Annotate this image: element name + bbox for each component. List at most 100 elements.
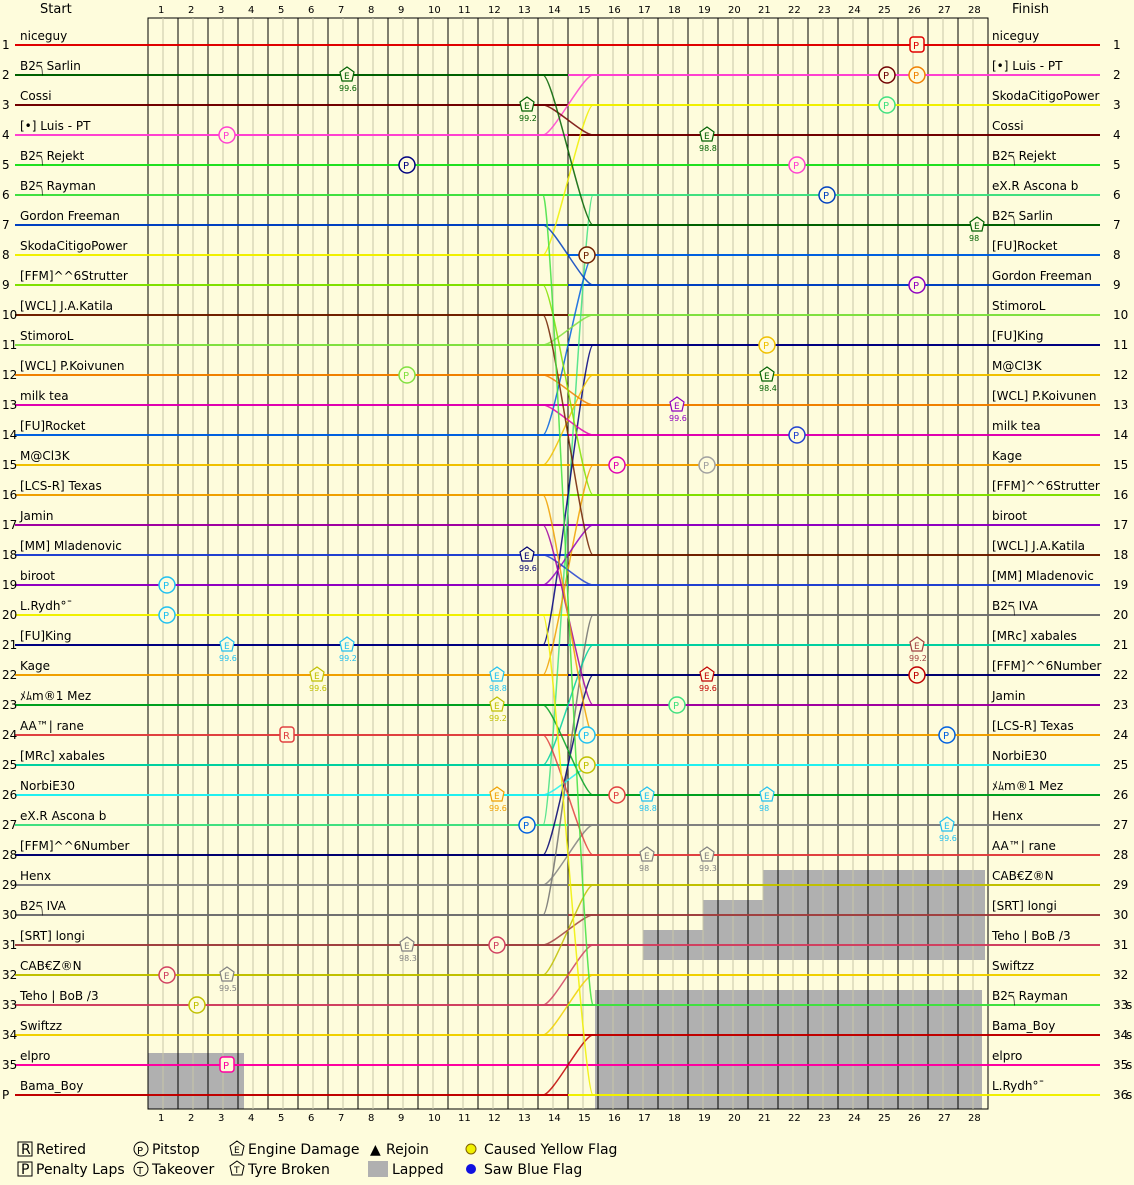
finish-driver-name: Teho | BoB /3 [991,929,1071,943]
finish-position-label: 5 [1113,158,1121,172]
legend-symbol: T [233,1166,240,1176]
event-markers: P E 99.6 P P E 99.2 P P E 98.8 P P P E 98 P P P P E 98.4 E 99.6… [158,36,985,1073]
finish-position-label: 16 [1113,488,1128,502]
legend-box-symbol [17,1141,33,1157]
pitstop-marker-letter: P [793,431,799,442]
finish-driver-name: B2ད IVA [992,599,1039,616]
finish-driver-name: Bama_Boy [992,1019,1055,1033]
engine-damage-marker [339,66,355,82]
start-driver-name: Henx [20,869,51,883]
penalty-marker-letter: P [913,41,919,52]
start-header: Start [40,2,72,17]
engine-damage-marker [489,696,505,712]
finish-driver-name: M@Cl3K [992,359,1043,373]
finish-position-label: 30 [1113,908,1128,922]
start-driver-name: Kage [20,659,50,673]
penalty-marker [909,36,925,53]
engine-damage-value: 98.3 [399,954,417,963]
position-change [542,644,594,766]
finish-driver-name: Swiftzz [992,959,1034,973]
pitstop-marker [578,726,596,744]
pitstop-marker [668,696,686,714]
lap-tick-label: 26 [908,5,921,16]
lap-tick-label: 20 [728,5,741,16]
finish-position-label: 12 [1113,368,1128,382]
engine-damage-letter: E [494,672,500,682]
engine-damage-letter: E [914,642,920,652]
engine-damage-marker [939,816,955,832]
start-driver-name: [WCL] J.A.Katila [20,299,113,313]
finish-driver-name: B2ད Sarlin [992,209,1053,226]
lap-tick-label: 13 [518,5,531,16]
pitstop-marker [578,756,596,774]
pitstop-marker-letter: P [403,161,409,172]
legend-item: R Retired [17,1141,86,1158]
engine-damage-letter: E [314,672,320,682]
position-change [542,674,594,856]
start-position-label: 5 [2,158,10,172]
engine-damage-marker [639,846,655,862]
legend-label: Pitstop [152,1142,200,1158]
start-driver-name: [MRc] xabales [20,749,105,763]
legend-item: P Penalty Laps [17,1161,125,1178]
engine-damage-letter: E [224,642,230,652]
pitstop-marker-letter: P [703,461,709,472]
engine-damage-marker [759,786,775,802]
start-driver-name: SkodaCitigoPower [20,239,128,253]
lap-tick-label: 21 [758,1113,771,1124]
lapped-suffix: s [1126,1088,1132,1102]
finish-position-label: 31 [1113,938,1128,952]
legend-yellow-dot [465,1143,477,1155]
engine-damage-marker [969,216,985,232]
engine-damage-letter: E [644,852,650,862]
engine-damage-letter: E [224,972,230,982]
start-position-label: 26 [2,788,17,802]
engine-damage-value: 99.6 [489,804,507,813]
finish-driver-name: milk tea [992,419,1041,433]
position-change [542,614,594,1096]
pitstop-marker [158,576,176,594]
finish-position-label: 26 [1113,788,1128,802]
engine-damage-letter: E [944,822,950,832]
finish-position-label: 6 [1113,188,1121,202]
pitstop-marker [518,816,536,834]
start-position-label: 19 [2,578,17,592]
pitstop-marker-letter: P [493,941,499,952]
position-change [542,104,594,136]
position-change [542,344,594,646]
start-position-label: 35 [2,1058,17,1072]
pitstop-marker [938,726,956,744]
start-driver-name: biroot [20,569,55,583]
finish-driver-name: [WCL] P.Koivunen [992,389,1097,403]
start-driver-name: Cossi [20,89,52,103]
pitstop-marker [398,366,416,384]
lap-tick-label: 20 [728,1113,741,1124]
position-change [542,314,594,346]
legend-label: Penalty Laps [36,1162,125,1178]
engine-damage-letter: E [764,792,770,802]
finish-driver-name: B2ད Rayman [992,989,1068,1006]
engine-damage-letter: E [674,402,680,412]
start-position-label: 10 [2,308,17,322]
pitstop-marker [908,66,926,84]
finish-driver-name: Cossi [992,119,1024,133]
lap-tick-label: 9 [398,1113,404,1124]
engine-damage-letter: E [344,72,350,82]
legend-item: Saw Blue Flag [466,1162,582,1178]
pitstop-marker [158,606,176,624]
lap-tick-label: 28 [968,5,981,16]
lap-tick-label: 2 [188,5,194,16]
engine-damage-marker [309,666,325,682]
finish-driver-name: [LCS-R] Texas [992,719,1074,733]
start-driver-name: [LCS-R] Texas [20,479,102,493]
engine-damage-value: 99.6 [309,684,327,693]
finish-position-label: 32 [1113,968,1128,982]
lap-tick-label: 10 [428,5,441,16]
finish-position-label: 9 [1113,278,1121,292]
lap-tick-label: 6 [308,1113,314,1124]
finish-position-label: 23 [1113,698,1128,712]
finish-driver-name: elpro [992,1049,1022,1063]
pitstop-marker-letter: P [523,821,529,832]
pitstop-marker-letter: P [883,101,889,112]
finish-position-label: 21 [1113,638,1128,652]
